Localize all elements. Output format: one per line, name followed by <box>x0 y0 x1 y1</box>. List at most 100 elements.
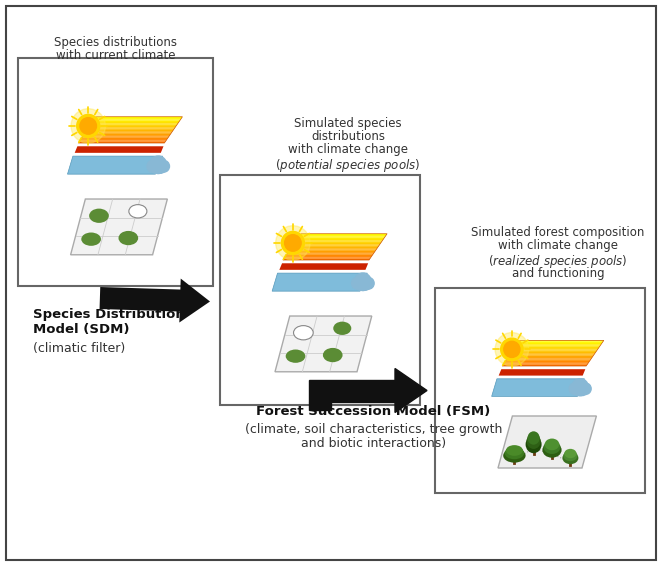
Polygon shape <box>90 125 177 126</box>
Polygon shape <box>309 401 331 410</box>
Polygon shape <box>93 119 181 121</box>
Circle shape <box>500 338 523 361</box>
Polygon shape <box>512 351 596 352</box>
Circle shape <box>358 280 368 290</box>
Ellipse shape <box>563 451 577 461</box>
Circle shape <box>580 383 591 395</box>
Polygon shape <box>287 252 375 254</box>
Polygon shape <box>506 358 591 359</box>
Ellipse shape <box>129 205 147 218</box>
Text: (climate, soil characteristics, tree growth
and biotic interactions): (climate, soil characteristics, tree gro… <box>245 422 502 451</box>
Polygon shape <box>508 357 592 358</box>
Ellipse shape <box>333 321 352 335</box>
Polygon shape <box>289 250 376 251</box>
Polygon shape <box>99 278 210 323</box>
Ellipse shape <box>506 445 523 456</box>
Polygon shape <box>88 127 175 128</box>
Ellipse shape <box>118 231 138 245</box>
Polygon shape <box>498 416 596 468</box>
Ellipse shape <box>526 434 541 449</box>
Polygon shape <box>514 348 598 349</box>
Polygon shape <box>283 259 370 260</box>
Polygon shape <box>71 199 167 255</box>
Polygon shape <box>85 131 173 132</box>
Polygon shape <box>309 379 397 401</box>
Polygon shape <box>75 146 164 153</box>
Text: Simulated forest composition: Simulated forest composition <box>471 226 645 239</box>
Text: with current climate: with current climate <box>56 49 175 62</box>
Polygon shape <box>95 118 181 119</box>
Polygon shape <box>513 349 598 351</box>
Bar <box>435 288 645 493</box>
Ellipse shape <box>564 449 577 458</box>
Polygon shape <box>508 356 593 357</box>
Text: with climate change: with climate change <box>288 143 408 156</box>
Polygon shape <box>492 379 585 396</box>
Polygon shape <box>279 263 368 270</box>
Polygon shape <box>295 241 383 242</box>
Polygon shape <box>85 132 171 134</box>
Polygon shape <box>291 247 378 248</box>
Circle shape <box>71 109 105 143</box>
Circle shape <box>158 160 169 172</box>
Ellipse shape <box>503 449 526 462</box>
Ellipse shape <box>293 325 313 340</box>
Polygon shape <box>503 363 588 365</box>
Polygon shape <box>395 368 427 413</box>
Text: and functioning: and functioning <box>512 267 604 280</box>
Ellipse shape <box>323 348 342 362</box>
Polygon shape <box>505 361 590 362</box>
Circle shape <box>153 164 164 174</box>
Polygon shape <box>272 273 367 291</box>
Circle shape <box>147 160 159 172</box>
Circle shape <box>156 164 166 173</box>
Polygon shape <box>300 234 387 235</box>
Ellipse shape <box>81 233 101 246</box>
Circle shape <box>569 383 581 395</box>
Bar <box>220 175 420 405</box>
Polygon shape <box>80 139 167 140</box>
Polygon shape <box>516 344 601 345</box>
Ellipse shape <box>286 350 305 363</box>
Polygon shape <box>82 136 169 138</box>
Polygon shape <box>294 243 381 245</box>
Ellipse shape <box>563 452 579 464</box>
Polygon shape <box>506 359 591 361</box>
Polygon shape <box>297 239 383 241</box>
Ellipse shape <box>528 431 540 445</box>
Polygon shape <box>295 242 382 243</box>
Circle shape <box>578 387 587 396</box>
Polygon shape <box>284 258 371 259</box>
Polygon shape <box>297 238 385 239</box>
Polygon shape <box>517 343 602 344</box>
Text: ($\it{potential\ species\ pools}$): ($\it{potential\ species\ pools}$) <box>275 157 420 174</box>
Polygon shape <box>498 369 585 376</box>
Polygon shape <box>93 121 180 122</box>
Polygon shape <box>68 156 163 174</box>
Polygon shape <box>516 345 600 347</box>
Polygon shape <box>79 140 166 142</box>
Polygon shape <box>287 254 373 255</box>
Text: (climatic filter): (climatic filter) <box>33 342 125 355</box>
Polygon shape <box>292 246 379 247</box>
Circle shape <box>504 341 520 357</box>
Circle shape <box>362 277 374 289</box>
Text: Forest Succession Model (FSM): Forest Succession Model (FSM) <box>256 405 491 418</box>
Polygon shape <box>299 237 385 238</box>
Text: distributions: distributions <box>311 130 385 143</box>
Polygon shape <box>510 353 595 354</box>
Polygon shape <box>502 365 587 366</box>
Polygon shape <box>92 122 179 123</box>
Polygon shape <box>83 135 170 136</box>
Polygon shape <box>293 245 380 246</box>
Text: Species Distribution
Model (SDM): Species Distribution Model (SDM) <box>33 308 185 336</box>
Circle shape <box>355 273 371 289</box>
Polygon shape <box>91 123 178 125</box>
Circle shape <box>356 281 365 290</box>
Circle shape <box>150 156 166 173</box>
Text: ($\it{realized\ species\ pools}$): ($\it{realized\ species\ pools}$) <box>488 253 628 270</box>
Polygon shape <box>290 248 377 250</box>
Circle shape <box>352 277 363 289</box>
Polygon shape <box>289 251 375 252</box>
Circle shape <box>80 118 97 134</box>
